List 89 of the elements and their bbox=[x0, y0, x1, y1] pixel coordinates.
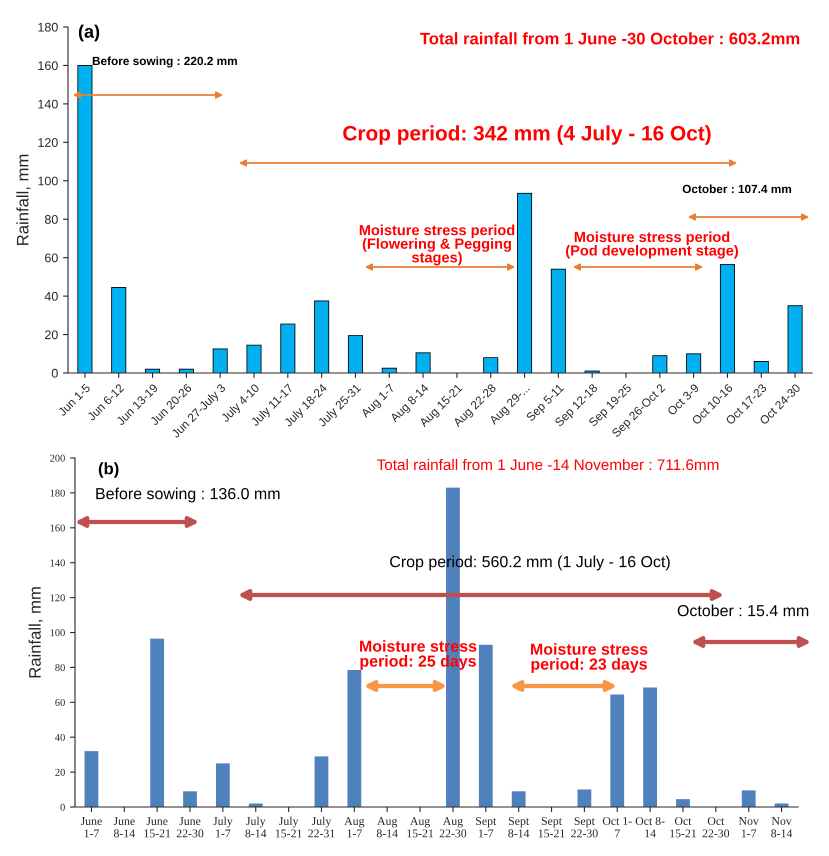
bar bbox=[742, 790, 756, 807]
annotation: Total rainfall from 1 June -30 October : 603.2mm bbox=[420, 32, 800, 44]
annotation: October : 107.4 mm bbox=[682, 184, 792, 194]
annotation: Moisture stress period (Flowering & Pegging stages) bbox=[360, 224, 514, 266]
bar bbox=[788, 305, 803, 373]
annotation: Before sowing : 136.0 mm bbox=[96, 488, 280, 502]
y-tick-label: 20 bbox=[55, 768, 65, 776]
y-tick-label: 0 bbox=[52, 368, 58, 378]
x-tick-label: Sept 8-14 bbox=[508, 817, 530, 838]
y-tick-label: 60 bbox=[45, 253, 58, 262]
y-tick-label: 60 bbox=[55, 698, 65, 706]
x-tick-label: Oct 3-9 bbox=[666, 383, 700, 416]
x-tick-label: Oct 8- 14 bbox=[636, 817, 665, 838]
x-tick-label: Oct 22-30 bbox=[702, 817, 730, 838]
y-axis-title: Rainfall, mm bbox=[28, 587, 43, 678]
y-tick-label: 20 bbox=[45, 330, 58, 340]
bar bbox=[478, 644, 493, 807]
y-tick-label: 120 bbox=[38, 138, 58, 147]
bar bbox=[246, 344, 262, 373]
x-tick-label: June 1-7 bbox=[80, 817, 102, 838]
annotation: Moisture stress period: 23 days bbox=[531, 643, 648, 673]
annotation: October : 15.4 mm bbox=[678, 604, 808, 616]
annotation: (a) bbox=[78, 24, 100, 42]
bar bbox=[512, 791, 526, 807]
bar bbox=[610, 694, 624, 807]
x-tick-label: Aug 15-21 bbox=[407, 817, 434, 838]
y-tick-label: 100 bbox=[50, 629, 65, 636]
y-tick-label: 160 bbox=[38, 61, 58, 70]
y-tick-label: 180 bbox=[50, 490, 65, 497]
x-tick-label: Sept 15-21 bbox=[538, 817, 565, 838]
bar bbox=[314, 300, 330, 373]
x-tick-label: July 15-21 bbox=[276, 816, 302, 838]
y-tick-label: 120 bbox=[50, 594, 65, 602]
bar bbox=[550, 268, 566, 373]
x-tick-label: July 1-7 bbox=[213, 816, 233, 838]
y-tick-label: 80 bbox=[44, 215, 58, 224]
x-tick-label: Nov 8-14 bbox=[771, 817, 792, 838]
x-tick-label: Aug 1-7 bbox=[344, 817, 364, 838]
bar bbox=[84, 751, 98, 807]
bar bbox=[216, 763, 230, 807]
bar bbox=[347, 670, 362, 807]
y-axis-title: Rainfall, mm bbox=[16, 154, 31, 245]
y-tick-label: 140 bbox=[38, 100, 58, 109]
x-tick-label: Sept 1-7 bbox=[476, 817, 496, 838]
x-tick-label: June 8-14 bbox=[114, 817, 135, 838]
bar bbox=[280, 324, 296, 373]
annotation: Total rainfall from 1 June -14 November : 711.6mm bbox=[376, 458, 718, 470]
y-tick-label: 100 bbox=[38, 176, 58, 186]
bar bbox=[348, 335, 363, 373]
bar bbox=[416, 352, 431, 373]
y-tick-label: 200 bbox=[50, 454, 65, 462]
y-tick-label: 160 bbox=[50, 524, 65, 532]
bar bbox=[314, 756, 328, 807]
y-tick-label: 0 bbox=[60, 804, 65, 811]
bar bbox=[754, 361, 769, 373]
annotation: (b) bbox=[98, 462, 118, 478]
annotation: Crop period: 342 mm (4 July - 16 Oct) bbox=[343, 125, 711, 145]
bar bbox=[517, 192, 532, 373]
bar bbox=[111, 287, 126, 373]
bar bbox=[183, 791, 197, 807]
bar bbox=[145, 368, 160, 373]
y-tick-label: 140 bbox=[50, 559, 65, 566]
y-tick-label: 80 bbox=[55, 664, 65, 672]
x-tick-label: Oct 15-21 bbox=[670, 817, 696, 838]
bar bbox=[720, 264, 735, 373]
x-tick-label: Aug 8-14 bbox=[376, 817, 398, 838]
bar bbox=[77, 65, 92, 373]
bar bbox=[676, 799, 690, 807]
x-tick-label: June 15-21 bbox=[144, 817, 170, 838]
bar bbox=[178, 368, 194, 373]
x-tick-label: July 8-14 bbox=[245, 816, 266, 838]
bar bbox=[150, 638, 164, 807]
bar bbox=[577, 790, 592, 807]
annotation: Before sowing : 220.2 mm bbox=[92, 56, 237, 68]
y-tick-label: 40 bbox=[55, 734, 65, 741]
bar bbox=[686, 353, 702, 373]
annotation: Moisture stress period (Pod development stage) bbox=[566, 231, 738, 259]
y-tick-label: 180 bbox=[38, 22, 58, 32]
x-tick-label: Nov 1-7 bbox=[738, 817, 759, 838]
x-tick-label: Sept 22-30 bbox=[571, 817, 598, 838]
bar bbox=[212, 348, 228, 373]
x-tick-label: Aug 22-30 bbox=[440, 817, 466, 838]
x-tick-label: July 22-31 bbox=[308, 816, 335, 838]
x-tick-label: June 22-30 bbox=[176, 817, 204, 838]
x-tick-label: Oct 1- 7 bbox=[602, 817, 632, 838]
bar bbox=[652, 355, 668, 373]
bar bbox=[643, 687, 658, 807]
y-tick-label: 40 bbox=[44, 292, 58, 301]
bar bbox=[483, 357, 498, 373]
